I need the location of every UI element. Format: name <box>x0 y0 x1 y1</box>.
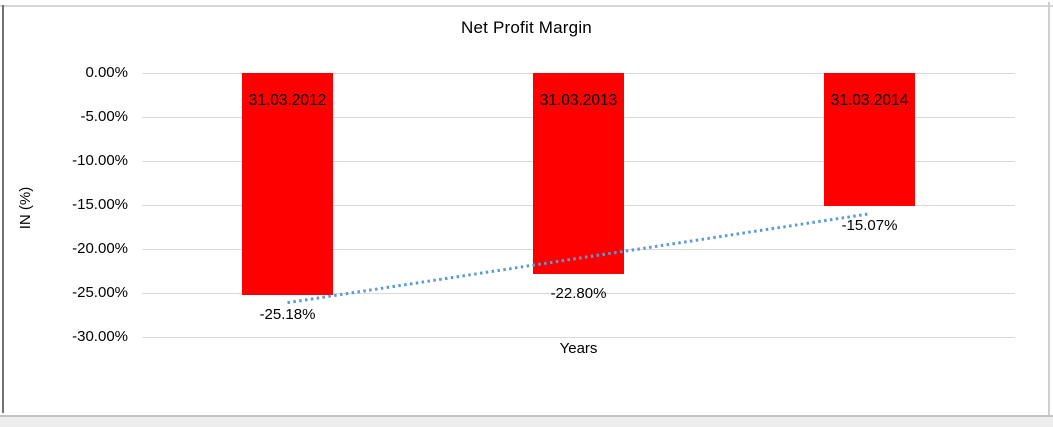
chart-border-bottom <box>0 415 1053 417</box>
category-label: 31.03.2012 <box>248 92 327 109</box>
chart-border-left <box>2 5 4 413</box>
bar <box>824 73 915 206</box>
chart-border-right <box>1048 2 1050 417</box>
y-axis-tick-label: -10.00% <box>72 152 128 169</box>
data-label: -15.07% <box>841 216 898 234</box>
y-axis-tick-label: -25.00% <box>72 284 128 301</box>
y-axis-tick-label: -15.00% <box>72 196 128 213</box>
y-axis-tick-label: -20.00% <box>72 240 128 257</box>
category-label: 31.03.2013 <box>539 92 618 109</box>
y-axis-tick-label: 0.00% <box>85 64 128 81</box>
category-label: 31.03.2014 <box>830 92 909 109</box>
chart-border-bottom-fill <box>0 417 1053 427</box>
chart-border-top <box>0 5 1053 7</box>
gridline <box>142 337 1015 338</box>
chart-title: Net Profit Margin <box>461 18 592 37</box>
data-label: -25.18% <box>259 305 316 323</box>
x-axis-title: Years <box>559 340 598 357</box>
y-axis-title: IN (%) <box>17 186 34 230</box>
y-axis-tick-label: -30.00% <box>72 328 128 345</box>
data-label: -22.80% <box>550 284 607 302</box>
y-axis-tick-label: -5.00% <box>80 108 128 125</box>
